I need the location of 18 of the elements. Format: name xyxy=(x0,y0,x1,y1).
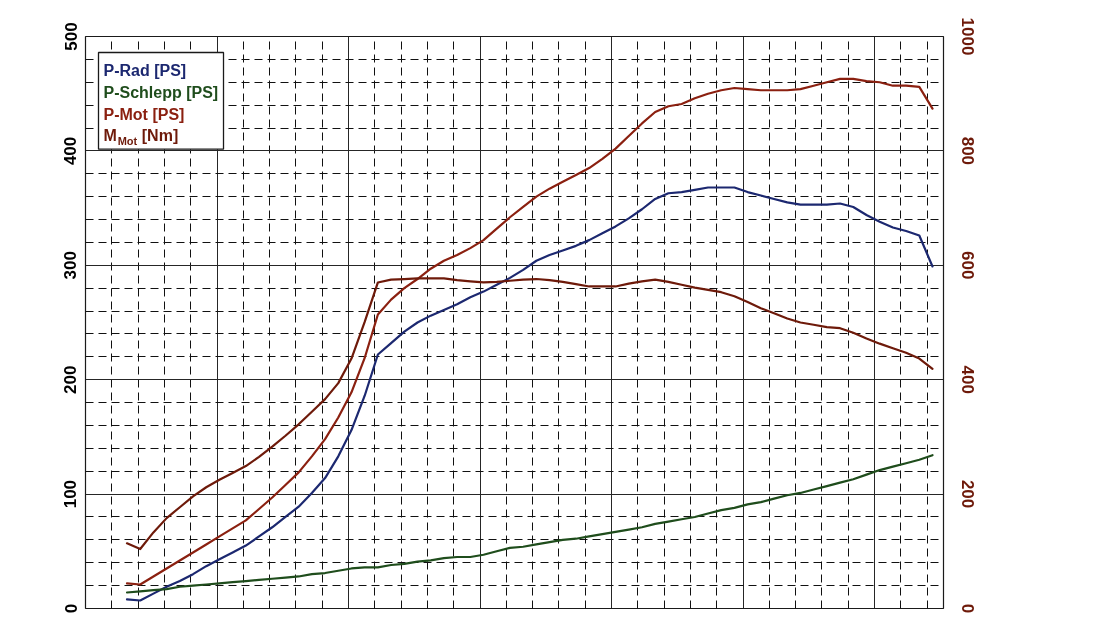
text: P-Schlepp [PS] xyxy=(103,84,219,101)
y-tick-label: 300 xyxy=(61,251,81,280)
y-tick-label: 100 xyxy=(61,479,81,509)
y2-tick-label: 400 xyxy=(957,365,977,394)
y2-tick-label: 800 xyxy=(957,136,977,166)
y2-tick-label: 600 xyxy=(957,251,977,280)
y-tick-label: 200 xyxy=(61,365,81,394)
y2-tick-label: 0 xyxy=(957,603,977,614)
text: P-Rad [PS] xyxy=(103,62,187,80)
y2-tick-label: 1000 xyxy=(957,17,977,56)
y-tick-label: 500 xyxy=(61,22,81,51)
text: P-Mot [PS] xyxy=(103,105,185,123)
y2-tick-label: 200 xyxy=(957,479,977,509)
line-series xyxy=(125,454,934,594)
y-tick-label: 400 xyxy=(61,136,81,166)
y-tick-label: 0 xyxy=(61,603,81,614)
line-series xyxy=(125,186,934,602)
line-series xyxy=(125,277,934,551)
